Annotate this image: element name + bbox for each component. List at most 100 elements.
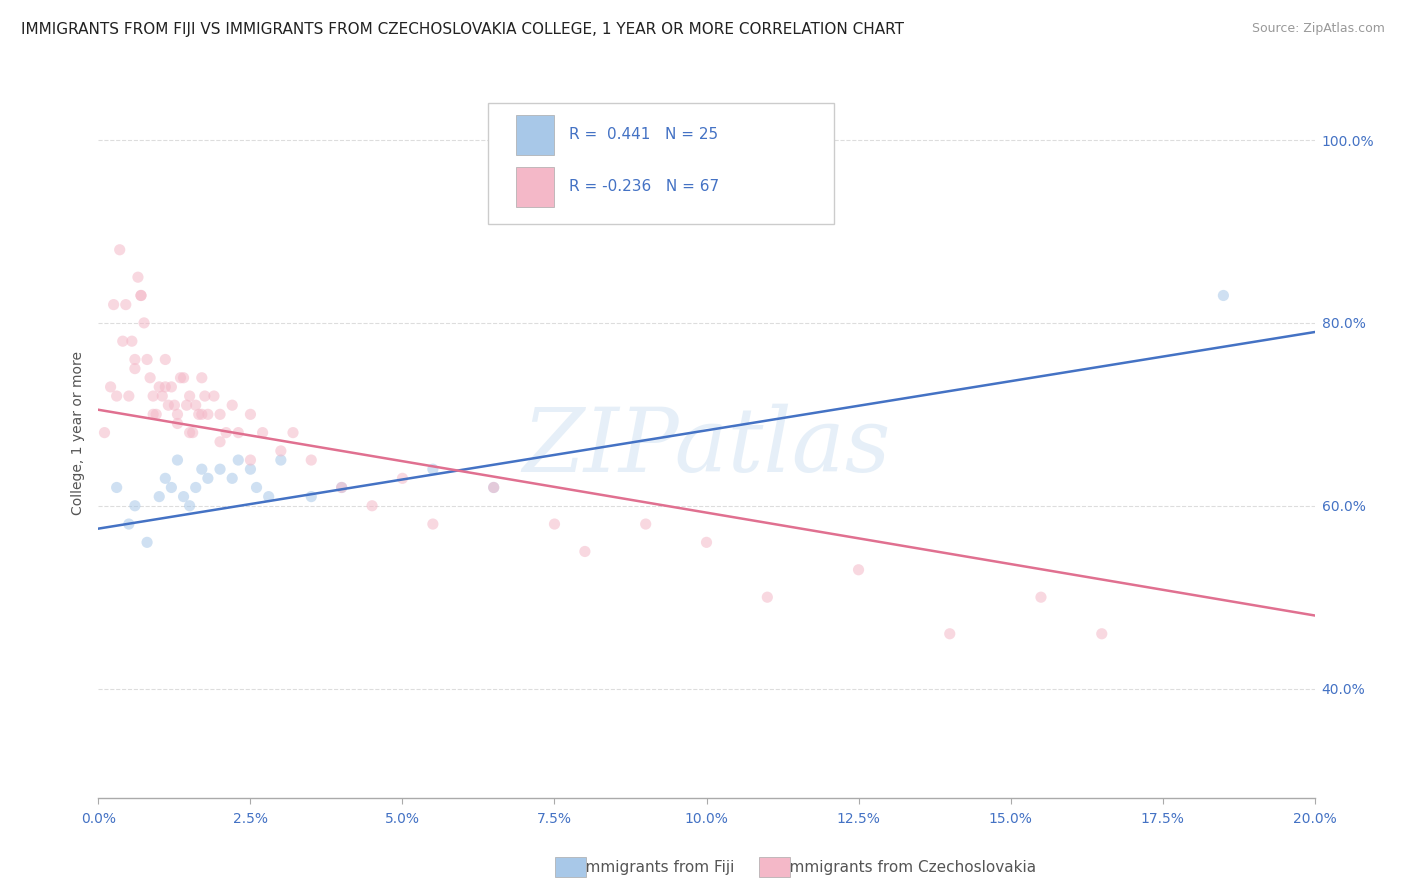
Point [184, 481, 207, 495]
Point [187, 407, 209, 422]
Point [105, 481, 128, 495]
FancyBboxPatch shape [488, 103, 834, 224]
Point [166, 407, 188, 422]
Point [142, 407, 165, 422]
Text: IMMIGRANTS FROM FIJI VS IMMIGRANTS FROM CZECHOSLOVAKIA COLLEGE, 1 YEAR OR MORE C: IMMIGRANTS FROM FIJI VS IMMIGRANTS FROM … [21, 22, 904, 37]
Text: Source: ZipAtlas.com: Source: ZipAtlas.com [1251, 22, 1385, 36]
Point [422, 462, 444, 476]
Point [173, 371, 195, 385]
Bar [516, 167, 554, 207]
Point [124, 352, 146, 367]
Point [155, 380, 177, 394]
Point [136, 352, 159, 367]
Point [155, 471, 177, 485]
Point [756, 591, 779, 605]
Point [197, 471, 219, 485]
Point [163, 398, 186, 412]
Point [129, 288, 152, 302]
Point [100, 380, 122, 394]
Point [160, 481, 183, 495]
Point [634, 516, 657, 531]
Point [939, 626, 962, 640]
Point [574, 544, 596, 558]
Point [281, 425, 304, 440]
Text: ZIPatlas: ZIPatlas [522, 404, 891, 491]
Point [543, 516, 565, 531]
Point [1091, 626, 1114, 640]
Point [179, 499, 201, 513]
Point [114, 297, 136, 311]
Text: Immigrants from Czechoslovakia: Immigrants from Czechoslovakia [785, 860, 1036, 874]
Text: 7.5%: 7.5% [537, 812, 572, 826]
Point [129, 288, 152, 302]
Point [191, 407, 214, 422]
Point [482, 481, 505, 495]
Point [194, 389, 217, 403]
Point [103, 297, 125, 311]
Point [239, 407, 262, 422]
Point [197, 407, 219, 422]
Point [150, 389, 173, 403]
Point [226, 425, 249, 440]
Point [1212, 288, 1234, 302]
Point [145, 407, 167, 422]
Point [166, 453, 188, 467]
Point [239, 462, 262, 476]
Point [166, 417, 188, 431]
Text: 2.5%: 2.5% [233, 812, 269, 826]
Point [482, 481, 505, 495]
Point [257, 490, 280, 504]
Point [179, 389, 201, 403]
Point [142, 389, 165, 403]
Point [221, 471, 243, 485]
Text: Immigrants from Fiji: Immigrants from Fiji [581, 860, 734, 874]
Point [696, 535, 718, 549]
Point [181, 425, 204, 440]
Point [202, 389, 225, 403]
Point [209, 462, 232, 476]
Text: 0.0%: 0.0% [82, 812, 115, 826]
Point [209, 407, 232, 422]
Point [139, 371, 162, 385]
Point [176, 398, 198, 412]
Point [136, 535, 159, 549]
Point [160, 380, 183, 394]
Point [155, 352, 177, 367]
Point [1029, 591, 1052, 605]
Point [215, 425, 238, 440]
Point [124, 361, 146, 376]
Point [179, 425, 201, 440]
Text: R =  0.441   N = 25: R = 0.441 N = 25 [569, 128, 718, 142]
Point [124, 499, 146, 513]
Point [93, 425, 115, 440]
Point [252, 425, 274, 440]
Point [245, 481, 267, 495]
Point [132, 316, 155, 330]
Point [270, 443, 292, 458]
Text: 5.0%: 5.0% [385, 812, 420, 826]
Point [848, 563, 870, 577]
Text: 17.5%: 17.5% [1140, 812, 1184, 826]
Text: 12.5%: 12.5% [837, 812, 880, 826]
Point [148, 490, 170, 504]
Point [173, 490, 195, 504]
Point [239, 453, 262, 467]
Point [330, 481, 353, 495]
Point [108, 243, 131, 257]
Point [148, 380, 170, 394]
Point [209, 434, 232, 449]
Point [169, 371, 191, 385]
Y-axis label: College, 1 year or more: College, 1 year or more [72, 351, 86, 515]
Point [157, 398, 180, 412]
Text: 20.0%: 20.0% [1292, 812, 1337, 826]
Point [299, 453, 322, 467]
Point [361, 499, 384, 513]
Point [226, 453, 249, 467]
Bar [516, 114, 554, 154]
Point [191, 462, 214, 476]
Point [118, 389, 141, 403]
Point [270, 453, 292, 467]
Point [221, 398, 243, 412]
Point [118, 516, 141, 531]
Text: 10.0%: 10.0% [685, 812, 728, 826]
